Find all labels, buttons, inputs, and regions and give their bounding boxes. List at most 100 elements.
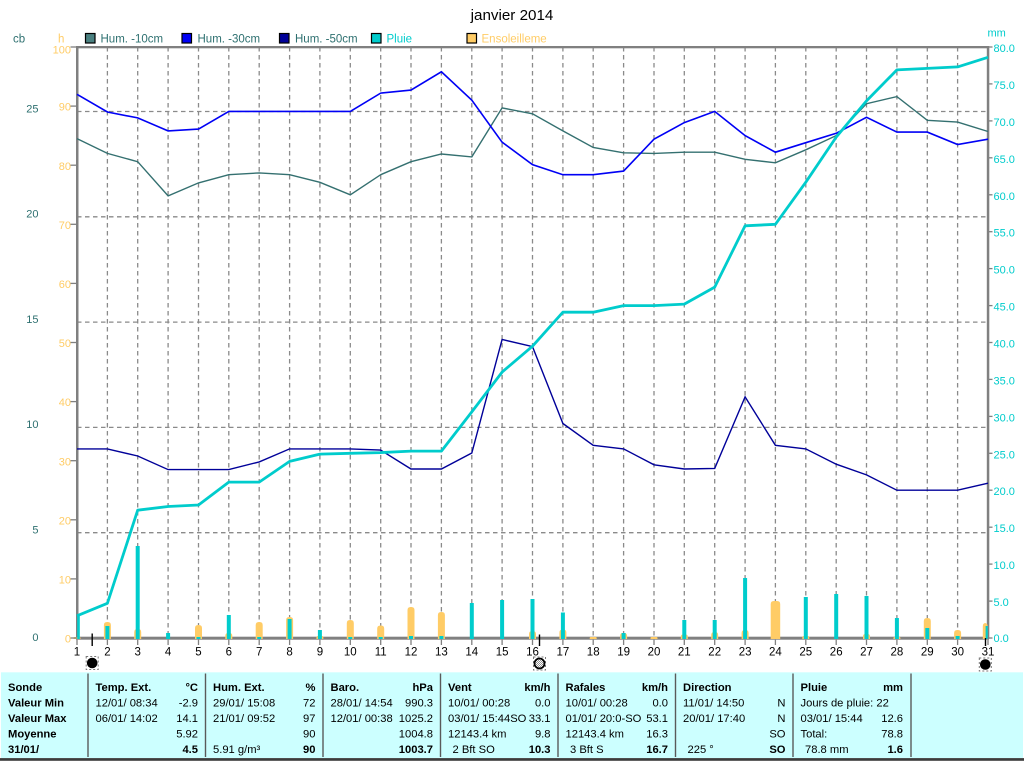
svg-text:30.0: 30.0 — [994, 412, 1015, 424]
svg-text:6: 6 — [226, 647, 232, 659]
svg-text:06/01/ 14:02: 06/01/ 14:02 — [96, 713, 158, 725]
svg-text:13: 13 — [435, 647, 448, 659]
svg-text:Pluie: Pluie — [801, 682, 828, 694]
svg-text:11/01/ 14:50: 11/01/ 14:50 — [683, 698, 744, 710]
svg-text:990.3: 990.3 — [405, 698, 433, 710]
svg-text:5: 5 — [32, 525, 38, 537]
svg-text:°C: °C — [185, 682, 198, 694]
svg-text:hPa: hPa — [412, 682, 433, 694]
svg-text:15.0: 15.0 — [994, 523, 1015, 535]
svg-text:Sonde: Sonde — [8, 682, 42, 694]
svg-text:0.0: 0.0 — [652, 698, 668, 710]
svg-text:29/01/ 15:08: 29/01/ 15:08 — [213, 698, 275, 710]
svg-text:Direction: Direction — [683, 682, 732, 694]
svg-text:65.0: 65.0 — [994, 154, 1015, 166]
svg-text:10/01/ 00:28: 10/01/ 00:28 — [566, 698, 628, 710]
svg-text:16: 16 — [526, 647, 539, 659]
svg-text:mm: mm — [883, 682, 903, 694]
svg-text:SO: SO — [769, 729, 785, 741]
svg-text:Hum. -50cm: Hum. -50cm — [295, 34, 358, 46]
svg-text:26: 26 — [830, 647, 843, 659]
svg-text:90: 90 — [303, 729, 315, 741]
svg-text:97: 97 — [303, 713, 315, 725]
svg-text:1.6: 1.6 — [887, 744, 903, 756]
svg-text:24: 24 — [769, 647, 782, 659]
svg-text:80.0: 80.0 — [994, 43, 1015, 55]
svg-text:19: 19 — [617, 647, 630, 659]
svg-text:Moyenne: Moyenne — [8, 729, 57, 741]
svg-text:28/01/ 14:54: 28/01/ 14:54 — [331, 698, 393, 710]
svg-text:Valeur Max: Valeur Max — [8, 713, 67, 725]
svg-text:12: 12 — [405, 647, 418, 659]
svg-text:20: 20 — [648, 647, 661, 659]
svg-text:27: 27 — [860, 647, 873, 659]
svg-text:1004.8: 1004.8 — [399, 729, 433, 741]
svg-text:225 °: 225 ° — [688, 744, 714, 756]
svg-text:10: 10 — [26, 419, 38, 431]
svg-text:5: 5 — [195, 647, 201, 659]
svg-text:78.8: 78.8 — [881, 729, 903, 741]
svg-text:17: 17 — [557, 647, 570, 659]
svg-text:03/01/ 15:44SO: 03/01/ 15:44SO — [448, 713, 527, 725]
svg-text:90: 90 — [303, 744, 315, 756]
svg-text:30: 30 — [951, 647, 964, 659]
svg-text:14.1: 14.1 — [176, 713, 198, 725]
svg-text:N: N — [777, 698, 785, 710]
svg-text:12143.4 km: 12143.4 km — [448, 729, 506, 741]
svg-text:45.0: 45.0 — [994, 302, 1015, 314]
svg-text:90: 90 — [59, 102, 71, 114]
svg-text:31: 31 — [982, 647, 995, 659]
svg-text:01/01/ 20:0-SO: 01/01/ 20:0-SO — [566, 713, 642, 725]
svg-text:km/h: km/h — [524, 682, 550, 694]
svg-text:21/01/ 09:52: 21/01/ 09:52 — [213, 713, 275, 725]
svg-text:cb: cb — [13, 34, 25, 46]
svg-text:16.3: 16.3 — [646, 729, 668, 741]
svg-text:78.8 mm: 78.8 mm — [805, 744, 849, 756]
svg-text:mm: mm — [988, 28, 1006, 40]
svg-text:80: 80 — [59, 161, 71, 173]
svg-text:28: 28 — [891, 647, 904, 659]
svg-text:55.0: 55.0 — [994, 228, 1015, 240]
svg-text:12/01/ 00:38: 12/01/ 00:38 — [331, 713, 393, 725]
svg-text:31/01/: 31/01/ — [8, 744, 39, 756]
svg-text:2 Bft SO: 2 Bft SO — [453, 744, 496, 756]
svg-text:-2.9: -2.9 — [179, 698, 198, 710]
svg-text:25: 25 — [799, 647, 812, 659]
svg-text:Rafales: Rafales — [566, 682, 606, 694]
svg-text:janvier 2014: janvier 2014 — [470, 7, 554, 24]
svg-text:35.0: 35.0 — [994, 375, 1015, 387]
svg-text:23: 23 — [739, 647, 752, 659]
svg-text:20/01/ 17:40: 20/01/ 17:40 — [683, 713, 745, 725]
svg-text:9.8: 9.8 — [535, 729, 551, 741]
svg-text:0: 0 — [65, 634, 71, 646]
svg-text:11: 11 — [375, 647, 387, 659]
svg-text:20: 20 — [26, 209, 38, 221]
svg-text:5.0: 5.0 — [994, 597, 1009, 609]
svg-text:21: 21 — [678, 647, 691, 659]
svg-text:Vent: Vent — [448, 682, 472, 694]
svg-text:3 Bft S: 3 Bft S — [570, 744, 604, 756]
svg-text:20: 20 — [59, 515, 71, 527]
svg-text:15: 15 — [496, 647, 509, 659]
svg-text:29: 29 — [921, 647, 934, 659]
svg-text:12143.4 km: 12143.4 km — [566, 729, 624, 741]
svg-text:70.0: 70.0 — [994, 117, 1015, 129]
svg-text:25: 25 — [26, 103, 38, 115]
svg-text:40: 40 — [59, 397, 71, 409]
svg-text:4: 4 — [165, 647, 172, 659]
svg-text:10: 10 — [59, 575, 71, 587]
svg-text:33.1: 33.1 — [529, 713, 551, 725]
svg-text:12/01/ 08:34: 12/01/ 08:34 — [96, 698, 158, 710]
svg-text:50.0: 50.0 — [994, 265, 1015, 277]
svg-text:1003.7: 1003.7 — [399, 744, 433, 756]
svg-text:8: 8 — [286, 647, 292, 659]
svg-text:5.91 g/m³: 5.91 g/m³ — [213, 744, 261, 756]
svg-text:12.6: 12.6 — [881, 713, 903, 725]
svg-text:40.0: 40.0 — [994, 339, 1015, 351]
svg-text:25.0: 25.0 — [994, 449, 1015, 461]
svg-text:10: 10 — [344, 647, 357, 659]
svg-text:03/01/ 15:44: 03/01/ 15:44 — [801, 713, 863, 725]
svg-text:72: 72 — [303, 698, 315, 710]
svg-text:100: 100 — [53, 44, 71, 56]
svg-text:2: 2 — [104, 647, 110, 659]
